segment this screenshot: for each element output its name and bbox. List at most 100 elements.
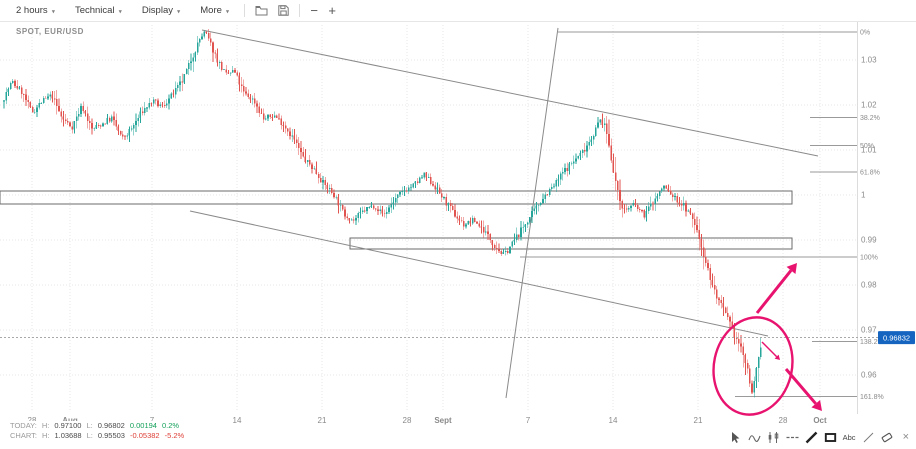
current-price-badge: 0.96832 bbox=[878, 331, 915, 345]
drawing-toolbar: Abc × bbox=[724, 428, 911, 446]
menu-timeframe-label: 2 hours bbox=[16, 5, 48, 16]
date-tick-label: 21 bbox=[694, 416, 703, 425]
toolbar-separator bbox=[299, 4, 301, 17]
date-tick-label: 28 bbox=[28, 416, 37, 425]
fibonacci-layer[interactable]: 0% 38.2% 50% 61.8% 100% 138.2% 161.8% bbox=[520, 30, 884, 402]
candles-layer bbox=[3, 29, 762, 398]
date-tick-label: 28 bbox=[779, 416, 788, 425]
price-tick-label: 0.99 bbox=[861, 236, 877, 245]
today-low-value: 0.96802 bbox=[97, 421, 125, 430]
menu-more[interactable]: More ▾ bbox=[190, 0, 239, 22]
today-change: 0.00194 bbox=[129, 421, 157, 430]
folder-open-button[interactable] bbox=[250, 0, 272, 22]
zoom-in-button[interactable]: + bbox=[328, 2, 336, 18]
fib-label: 161.8% bbox=[860, 394, 884, 401]
date-tick-label: 14 bbox=[609, 416, 618, 425]
date-tick-label: 7 bbox=[150, 416, 155, 425]
chart-low-label: L: bbox=[86, 430, 93, 440]
ray-tool[interactable] bbox=[860, 429, 877, 445]
date-tick-label: 7 bbox=[526, 416, 531, 425]
dashed-line-icon bbox=[786, 436, 799, 438]
price-tick-label: 1.02 bbox=[861, 101, 877, 110]
text-tool[interactable]: Abc bbox=[841, 429, 858, 445]
price-zone-box[interactable] bbox=[349, 237, 793, 250]
dashed-line-tool[interactable] bbox=[784, 429, 801, 445]
highlight-ellipse[interactable] bbox=[705, 310, 802, 422]
date-tick-label: Aug bbox=[62, 416, 78, 425]
menu-technical-label: Technical bbox=[74, 5, 115, 16]
price-tick-label: 0.98 bbox=[861, 281, 877, 290]
trendline-icon bbox=[805, 431, 817, 443]
zoom-out-button[interactable]: − bbox=[310, 2, 318, 18]
date-tick-label: 21 bbox=[318, 416, 327, 425]
pointer-tool[interactable] bbox=[727, 429, 744, 445]
fib-label: 61.8% bbox=[860, 170, 880, 177]
menu-display[interactable]: Display ▾ bbox=[132, 0, 190, 22]
chevron-down-icon: ▾ bbox=[225, 8, 230, 15]
chart-high-label: H: bbox=[41, 430, 50, 440]
chevron-down-icon: ▾ bbox=[176, 8, 181, 15]
chevron-down-icon: ▾ bbox=[118, 8, 122, 15]
folder-open-icon bbox=[255, 6, 268, 16]
rectangle-icon bbox=[824, 432, 836, 442]
menu-display-label: Display bbox=[141, 5, 173, 16]
grid-layer bbox=[0, 25, 857, 412]
chart-change: -0.05382 bbox=[129, 430, 160, 440]
price-tick-label: 1.03 bbox=[861, 56, 877, 65]
price-tick-label: 1 bbox=[861, 191, 866, 200]
annotation-layer[interactable] bbox=[705, 263, 822, 422]
today-stats: TODAY: H: 0.97100 L: 0.96802 0.00194 0.2… bbox=[10, 421, 184, 431]
today-low-label: L: bbox=[86, 421, 93, 430]
rectangle-tool[interactable] bbox=[822, 429, 839, 445]
save-button[interactable] bbox=[272, 0, 294, 22]
pointer-icon bbox=[731, 431, 739, 443]
close-icon[interactable]: × bbox=[902, 431, 909, 443]
fib-label: 50% bbox=[860, 143, 874, 150]
chevron-down-icon: ▾ bbox=[51, 8, 55, 15]
price-tick-label: 0.97 bbox=[861, 326, 877, 335]
chart-change-pct: -5.2% bbox=[164, 430, 185, 440]
top-toolbar: 2 hours ▾ Technical ▾ Display ▾ More ▾ bbox=[0, 0, 916, 22]
today-high-label: H: bbox=[41, 421, 50, 430]
ray-line-icon bbox=[863, 432, 873, 442]
annotation-arrow[interactable] bbox=[761, 341, 778, 358]
chart-high-value: 1.03688 bbox=[54, 430, 82, 440]
eraser-tool[interactable] bbox=[879, 429, 896, 445]
svg-text:0.96832: 0.96832 bbox=[883, 333, 910, 342]
price-tick-label: 0.96 bbox=[861, 371, 877, 380]
eraser-icon bbox=[881, 432, 893, 442]
price-tick-label: 1.01 bbox=[861, 146, 877, 155]
chart-stats: CHART: H: 1.03688 L: 0.95503 -0.05382 -5… bbox=[10, 431, 184, 441]
candlestick-type-icon bbox=[768, 431, 778, 443]
fib-label: 100% bbox=[860, 254, 878, 261]
date-tick-label: 28 bbox=[403, 416, 412, 425]
status-panel: TODAY: H: 0.97100 L: 0.96802 0.00194 0.2… bbox=[10, 421, 189, 441]
fib-label: 0% bbox=[860, 30, 870, 37]
fib-label: 138.2% bbox=[860, 339, 884, 346]
menu-technical[interactable]: Technical ▾ bbox=[65, 0, 132, 22]
today-high-value: 0.97100 bbox=[54, 421, 82, 430]
chart-type-tool[interactable] bbox=[765, 429, 782, 445]
indicator-wave-icon bbox=[748, 434, 761, 442]
menu-timeframe[interactable]: 2 hours ▾ bbox=[6, 0, 65, 22]
trendline-tool[interactable] bbox=[803, 429, 820, 445]
symbol-label: SPOT, EUR/USD bbox=[16, 27, 84, 36]
annotation-arrow[interactable] bbox=[784, 368, 817, 405]
menu-more-label: More bbox=[200, 5, 222, 16]
date-tick-label: Sept bbox=[434, 416, 452, 425]
today-label: TODAY: bbox=[10, 421, 37, 430]
annotation-arrow[interactable] bbox=[755, 269, 793, 314]
toolbar-separator bbox=[244, 4, 246, 17]
fib-label: 38.2% bbox=[860, 115, 880, 122]
today-change-pct: 0.2% bbox=[161, 421, 180, 430]
save-icon bbox=[277, 5, 289, 16]
price-zone-box[interactable] bbox=[0, 190, 793, 205]
indicator-tool[interactable] bbox=[746, 429, 763, 445]
trendline[interactable] bbox=[189, 210, 769, 337]
date-tick-label: 14 bbox=[233, 416, 242, 425]
chart-low-value: 0.95503 bbox=[97, 430, 125, 440]
chart-label: CHART: bbox=[10, 430, 37, 440]
trendline[interactable] bbox=[201, 29, 819, 157]
